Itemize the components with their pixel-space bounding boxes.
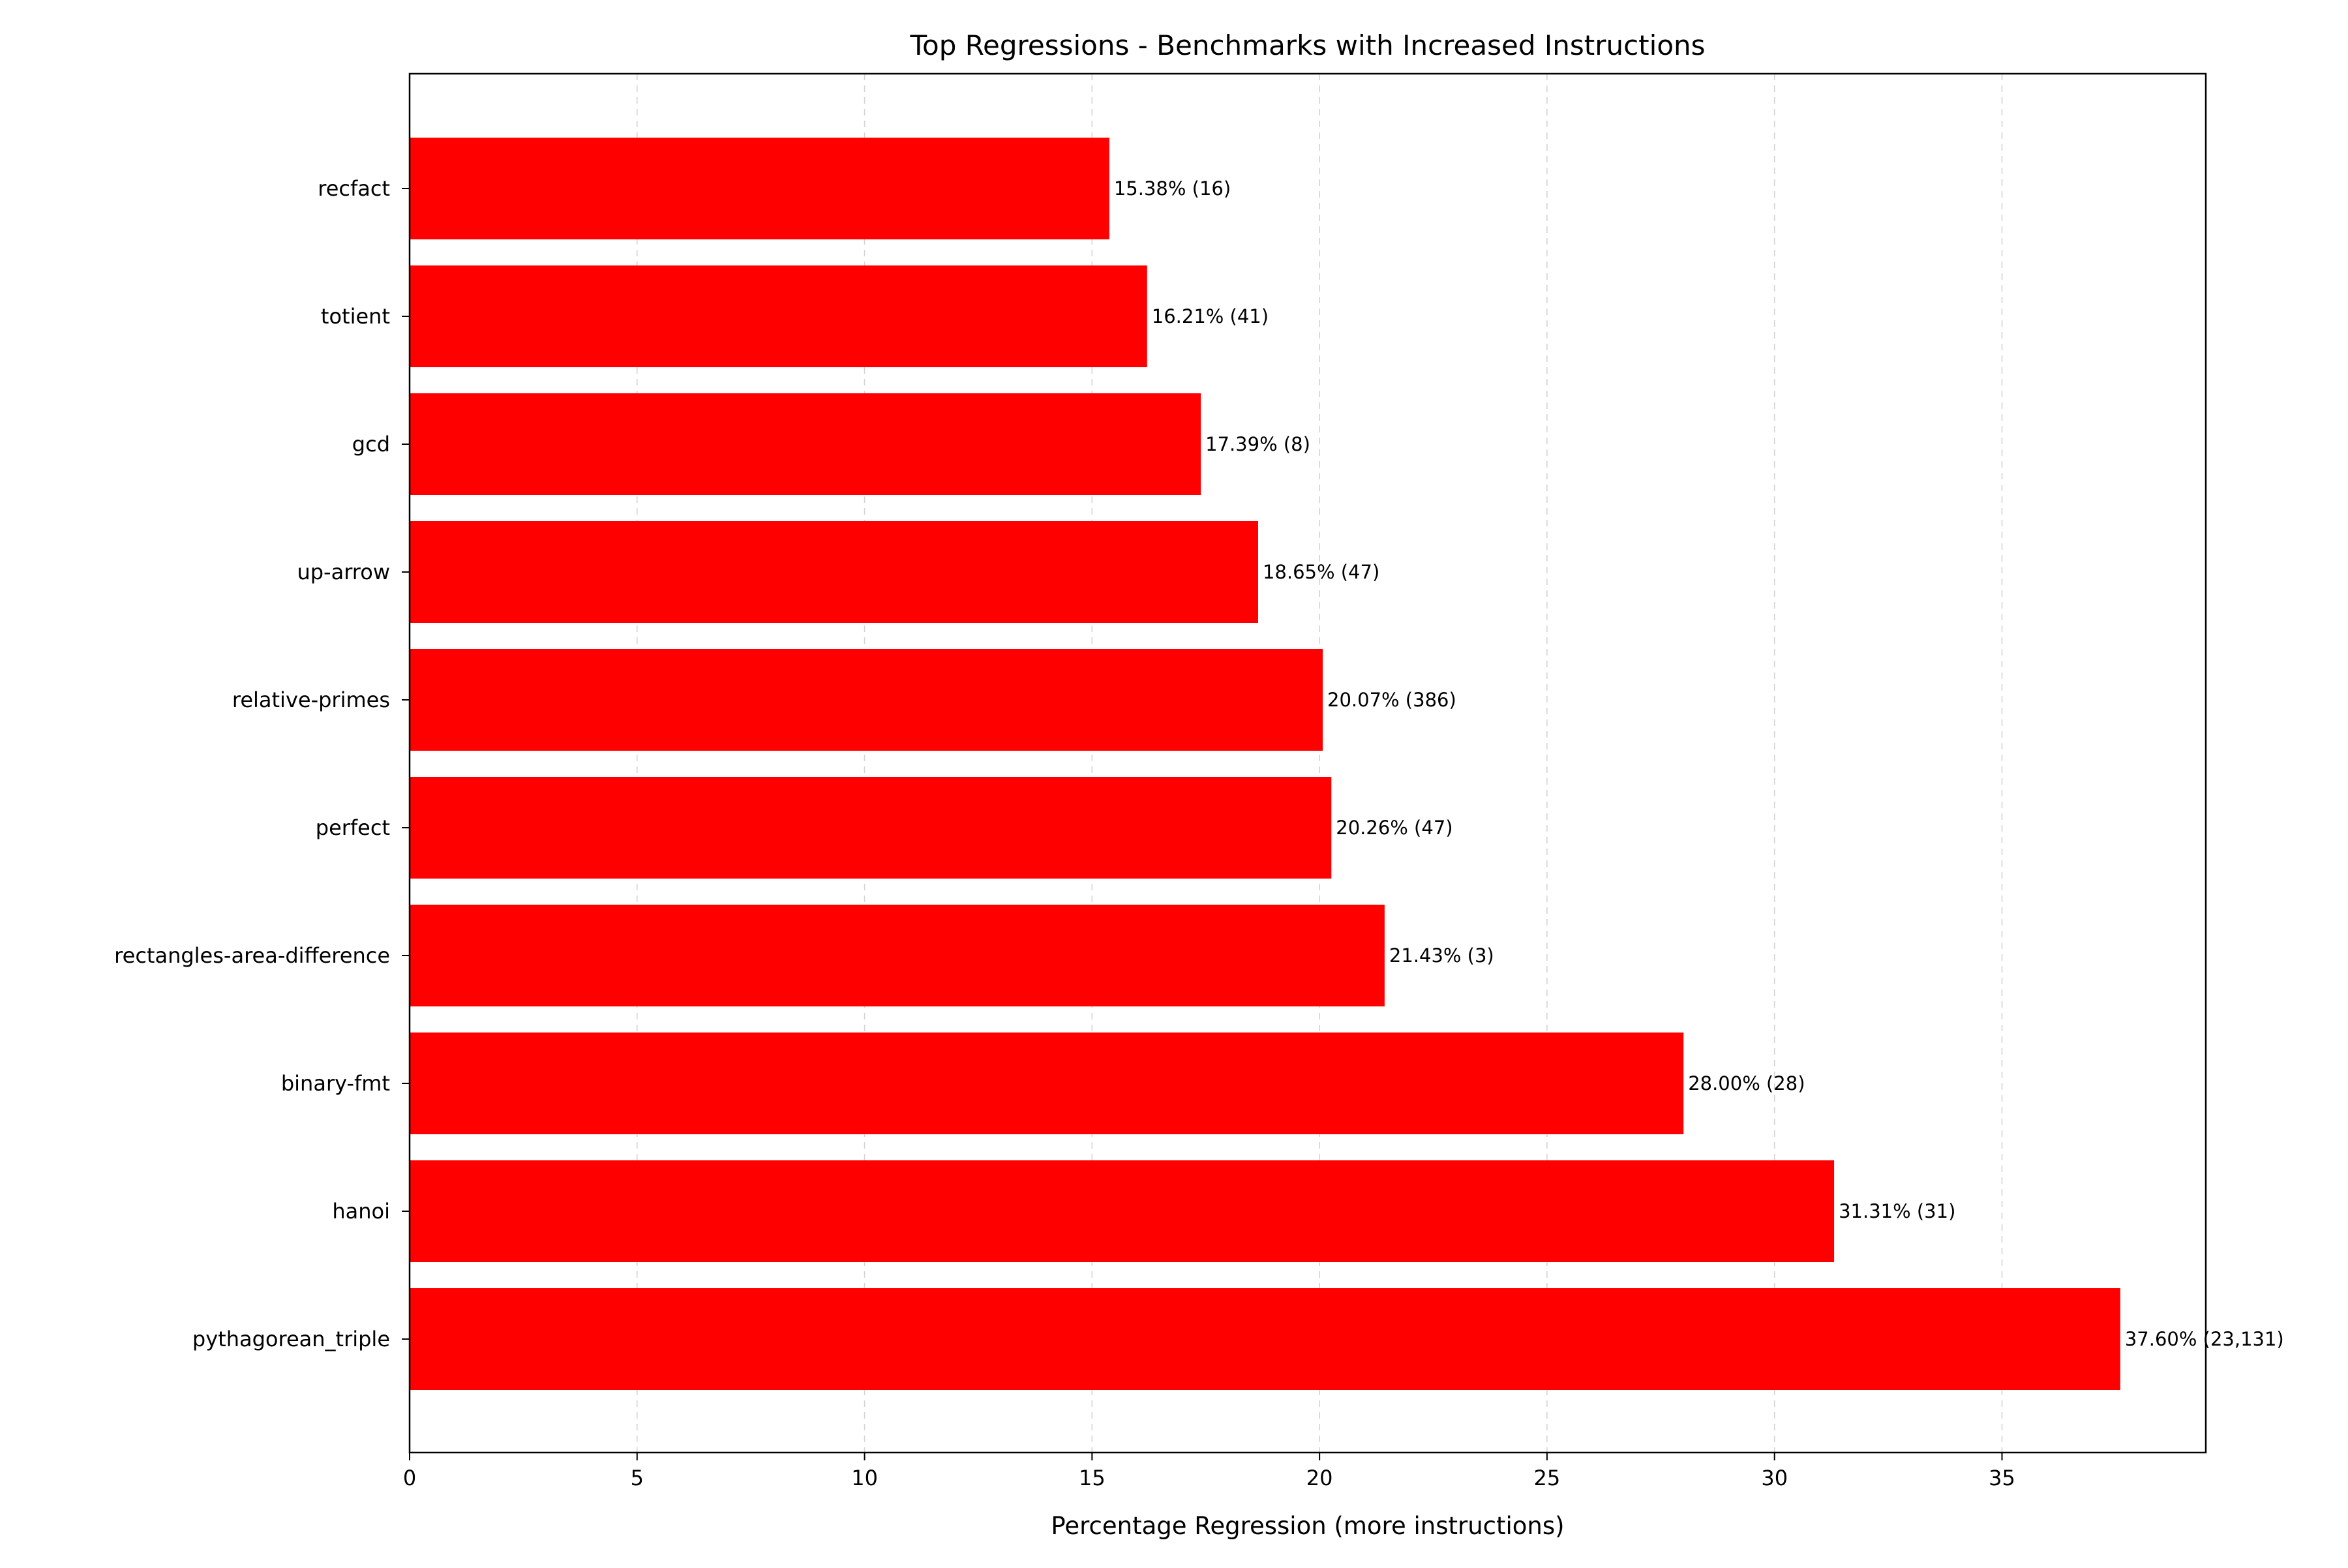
chart-title: Top Regressions - Benchmarks with Increa…: [909, 29, 1705, 61]
bar: [410, 1288, 2120, 1390]
data-label: 17.39% (8): [1205, 433, 1310, 455]
data-label: 15.38% (16): [1114, 177, 1231, 200]
data-labels: 15.38% (16) 16.21% (41) 17.39% (8) 18.65% (…: [1114, 177, 2284, 1350]
y-tick-label: up-arrow: [297, 560, 390, 584]
x-tick-label: 15: [1079, 1466, 1106, 1490]
bar: [410, 138, 1109, 239]
y-tick-label: perfect: [316, 815, 390, 840]
bar: [410, 521, 1258, 623]
plot-frame: [408, 72, 2207, 1454]
x-axis-label: Percentage Regression (more instructions…: [1051, 1512, 1564, 1540]
y-tick-label: gcd: [352, 432, 390, 457]
bar: [410, 265, 1147, 367]
data-label: 28.00% (28): [1688, 1072, 1805, 1094]
data-label: 21.43% (3): [1389, 944, 1494, 967]
x-tick-label: 0: [403, 1466, 416, 1490]
data-label: 20.07% (386): [1327, 689, 1456, 711]
y-tick-label: relative-primes: [232, 687, 390, 712]
x-axis-ticks: 0 5 10 15 20 25 30 35: [403, 1453, 2015, 1490]
bar: [410, 1033, 1684, 1134]
bar: [410, 905, 1385, 1006]
y-tick-label: rectangles-area-difference: [114, 943, 390, 968]
data-label: 31.31% (31): [1839, 1200, 1955, 1222]
bars: [410, 138, 2120, 1390]
y-tick-label: hanoi: [332, 1199, 390, 1224]
bar: [410, 1160, 1835, 1262]
bar: [410, 393, 1201, 495]
bar: [410, 777, 1332, 879]
data-label: 16.21% (41): [1152, 305, 1269, 327]
data-label: 37.60% (23,131): [2125, 1328, 2284, 1350]
x-tick-label: 35: [1989, 1466, 2015, 1490]
bar: [410, 649, 1323, 751]
y-tick-label: totient: [321, 304, 390, 329]
data-label: 20.26% (47): [1336, 817, 1452, 839]
x-tick-label: 25: [1534, 1466, 1561, 1490]
y-axis-ticks: recfact totient gcd up-arrow relative-primes…: [114, 176, 410, 1351]
x-tick-label: 20: [1306, 1466, 1333, 1490]
x-tick-label: 5: [631, 1466, 644, 1490]
x-tick-label: 30: [1761, 1466, 1788, 1490]
y-tick-label: recfact: [318, 176, 390, 201]
data-label: 18.65% (47): [1263, 561, 1379, 583]
y-tick-label: pythagorean_triple: [192, 1327, 390, 1351]
y-tick-label: binary-fmt: [281, 1071, 390, 1096]
x-tick-label: 10: [851, 1466, 878, 1490]
